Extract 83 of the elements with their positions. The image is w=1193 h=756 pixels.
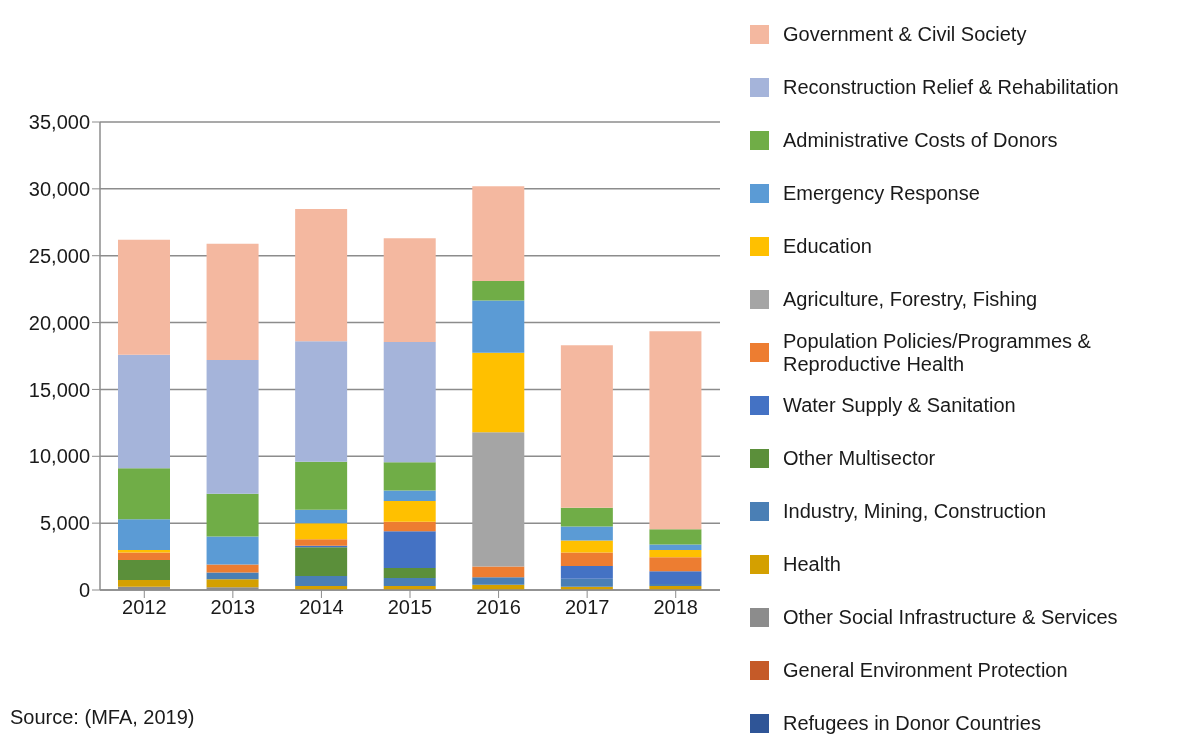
bar — [472, 566, 525, 578]
legend-label: Education — [783, 235, 872, 258]
bar — [649, 529, 702, 545]
bar — [118, 579, 170, 587]
bar — [206, 243, 259, 361]
bar — [472, 432, 525, 567]
source-note: Source: (MFA, 2019) — [10, 706, 195, 729]
y-tick-label: 20,000 — [28, 311, 90, 334]
bar — [295, 547, 348, 576]
bar — [295, 341, 348, 462]
bar — [649, 571, 702, 584]
x-tick-label: 2016 — [476, 596, 521, 619]
y-tick-label: 35,000 — [28, 111, 90, 134]
bar — [472, 186, 525, 282]
bar — [118, 239, 170, 355]
x-tick-label: 2013 — [210, 596, 256, 619]
bar — [383, 462, 436, 491]
bar — [118, 549, 170, 553]
legend-label: Industry, Mining, Construction — [783, 500, 1047, 523]
bar — [118, 519, 170, 550]
bar — [560, 507, 613, 527]
bar — [472, 352, 525, 433]
x-tick-label: 2012 — [122, 596, 167, 619]
bar — [383, 567, 436, 578]
bar — [295, 208, 348, 342]
legend-label: Other Multisector — [783, 447, 936, 470]
y-tick-label: 0 — [78, 579, 90, 602]
legend-label: Health — [783, 553, 841, 576]
bar — [295, 461, 348, 510]
x-tick-label: 2015 — [387, 596, 433, 619]
bar — [206, 564, 259, 573]
legend-label: Water Supply & Sanitation — [783, 394, 1016, 417]
y-tick-label: 30,000 — [28, 177, 90, 200]
bar — [383, 238, 436, 342]
x-tick-label: 2014 — [299, 596, 344, 619]
bar — [560, 540, 613, 553]
y-tick-label: 25,000 — [28, 244, 90, 267]
legend-label: Other Social Infrastructure & Services — [783, 606, 1118, 629]
bar — [649, 544, 702, 550]
bar — [118, 354, 170, 469]
bar — [472, 300, 525, 353]
bar — [383, 490, 436, 502]
x-tick-label: 2018 — [653, 596, 698, 619]
bar — [295, 539, 348, 546]
bar — [649, 583, 702, 586]
y-tick-label: 10,000 — [28, 445, 90, 468]
bar — [560, 526, 613, 541]
bar — [383, 531, 436, 568]
bar — [560, 578, 613, 587]
bar — [472, 577, 525, 585]
legend-label: Emergency Response — [783, 182, 980, 205]
bar — [560, 565, 613, 579]
bar — [206, 360, 259, 494]
legend-label: Government & Civil Society — [783, 23, 1027, 46]
bar — [560, 552, 613, 566]
bar — [295, 575, 348, 586]
legend-label: General Environment Protection — [783, 659, 1068, 682]
bar — [206, 536, 259, 565]
bar — [472, 281, 525, 301]
legend-label: Reconstruction Relief & Rehabilitation — [783, 76, 1119, 99]
bar — [560, 345, 613, 508]
bar — [383, 341, 436, 463]
bar — [649, 557, 702, 572]
legend-label: Refugees in Donor Countries — [783, 712, 1041, 735]
y-tick-label: 5,000 — [39, 512, 90, 535]
bar — [295, 509, 348, 524]
bar — [206, 579, 259, 588]
bar — [118, 559, 170, 580]
bar — [383, 577, 436, 586]
x-tick-label: 2017 — [564, 596, 610, 619]
bar — [118, 552, 170, 560]
bar — [206, 572, 259, 580]
bar — [649, 549, 702, 558]
bar — [206, 493, 259, 537]
bar — [383, 521, 436, 532]
bar — [295, 523, 348, 540]
legend-label: Agriculture, Forestry, Fishing — [783, 288, 1038, 311]
bar — [649, 331, 702, 530]
y-tick-label: 15,000 — [28, 378, 90, 401]
bar — [383, 501, 436, 522]
legend-label: Population Policies/Programmes & Reproductive Health — [783, 329, 1092, 376]
bar — [118, 468, 170, 520]
legend-label: Administrative Costs of Donors — [783, 129, 1058, 152]
